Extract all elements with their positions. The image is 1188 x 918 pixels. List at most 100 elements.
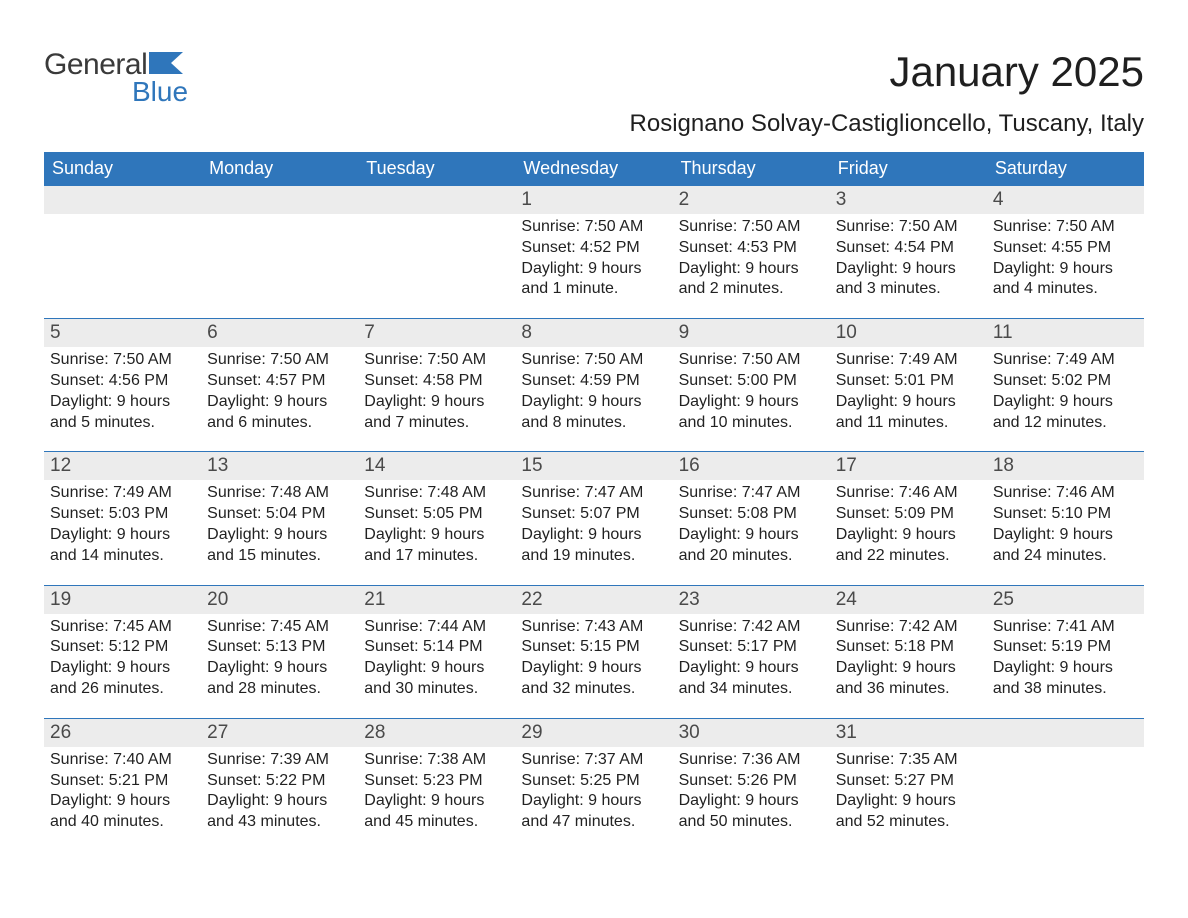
daylight-text: Daylight: 9 hours [364, 525, 509, 546]
day-number: 27 [201, 719, 358, 747]
daylight-text: Daylight: 9 hours [521, 259, 666, 280]
daylight-text: and 22 minutes. [836, 546, 981, 567]
daylight-text: Daylight: 9 hours [836, 392, 981, 413]
header: General Blue January 2025 Rosignano Solv… [44, 48, 1144, 138]
sunrise-text: Sunrise: 7:39 AM [207, 750, 352, 771]
day-cell: Sunrise: 7:50 AMSunset: 4:52 PMDaylight:… [515, 214, 672, 318]
day-number: 21 [358, 586, 515, 614]
daylight-text: and 50 minutes. [679, 812, 824, 833]
day-number: 20 [201, 586, 358, 614]
sunset-text: Sunset: 5:27 PM [836, 771, 981, 792]
daylight-text: and 5 minutes. [50, 413, 195, 434]
sunrise-text: Sunrise: 7:45 AM [207, 617, 352, 638]
day-cell: Sunrise: 7:47 AMSunset: 5:08 PMDaylight:… [673, 480, 830, 584]
sunset-text: Sunset: 4:59 PM [521, 371, 666, 392]
day-cell [44, 214, 201, 318]
sunrise-text: Sunrise: 7:50 AM [679, 217, 824, 238]
day-number: 26 [44, 719, 201, 747]
sunrise-text: Sunrise: 7:50 AM [521, 217, 666, 238]
sunset-text: Sunset: 5:22 PM [207, 771, 352, 792]
sunset-text: Sunset: 5:26 PM [679, 771, 824, 792]
sunrise-text: Sunrise: 7:43 AM [521, 617, 666, 638]
sunrise-text: Sunrise: 7:49 AM [993, 350, 1138, 371]
weekday-label: Wednesday [515, 152, 672, 186]
daylight-text: and 52 minutes. [836, 812, 981, 833]
day-number: 3 [830, 186, 987, 214]
daylight-text: Daylight: 9 hours [679, 658, 824, 679]
day-cell: Sunrise: 7:41 AMSunset: 5:19 PMDaylight:… [987, 614, 1144, 718]
sunrise-text: Sunrise: 7:46 AM [993, 483, 1138, 504]
sunset-text: Sunset: 5:07 PM [521, 504, 666, 525]
sunrise-text: Sunrise: 7:36 AM [679, 750, 824, 771]
daylight-text: Daylight: 9 hours [207, 392, 352, 413]
sunset-text: Sunset: 5:15 PM [521, 637, 666, 658]
day-number: 14 [358, 452, 515, 480]
day-number [201, 186, 358, 214]
day-cell: Sunrise: 7:40 AMSunset: 5:21 PMDaylight:… [44, 747, 201, 851]
daylight-text: and 8 minutes. [521, 413, 666, 434]
daylight-text: Daylight: 9 hours [521, 658, 666, 679]
day-number: 24 [830, 586, 987, 614]
sunrise-text: Sunrise: 7:48 AM [364, 483, 509, 504]
daylight-text: Daylight: 9 hours [364, 392, 509, 413]
day-number: 22 [515, 586, 672, 614]
sunset-text: Sunset: 4:54 PM [836, 238, 981, 259]
sunset-text: Sunset: 5:21 PM [50, 771, 195, 792]
weekday-label: Thursday [673, 152, 830, 186]
sunset-text: Sunset: 5:00 PM [679, 371, 824, 392]
daylight-text: Daylight: 9 hours [50, 392, 195, 413]
day-number: 28 [358, 719, 515, 747]
daylight-text: Daylight: 9 hours [364, 791, 509, 812]
day-number: 1 [515, 186, 672, 214]
day-cell: Sunrise: 7:50 AMSunset: 4:55 PMDaylight:… [987, 214, 1144, 318]
daylight-text: and 17 minutes. [364, 546, 509, 567]
sunrise-text: Sunrise: 7:49 AM [50, 483, 195, 504]
daylight-text: Daylight: 9 hours [364, 658, 509, 679]
title-block: January 2025 Rosignano Solvay-Castiglion… [630, 48, 1144, 138]
day-number: 6 [201, 319, 358, 347]
day-number: 30 [673, 719, 830, 747]
day-cell: Sunrise: 7:42 AMSunset: 5:17 PMDaylight:… [673, 614, 830, 718]
day-number: 19 [44, 586, 201, 614]
day-cell: Sunrise: 7:50 AMSunset: 4:59 PMDaylight:… [515, 347, 672, 451]
weekday-header: Sunday Monday Tuesday Wednesday Thursday… [44, 152, 1144, 186]
sunset-text: Sunset: 5:04 PM [207, 504, 352, 525]
sunset-text: Sunset: 4:52 PM [521, 238, 666, 259]
daylight-text: Daylight: 9 hours [836, 658, 981, 679]
daylight-text: and 2 minutes. [679, 279, 824, 300]
sunrise-text: Sunrise: 7:50 AM [836, 217, 981, 238]
location: Rosignano Solvay-Castiglioncello, Tuscan… [630, 110, 1144, 138]
logo: General Blue [44, 48, 188, 108]
day-cell: Sunrise: 7:50 AMSunset: 4:58 PMDaylight:… [358, 347, 515, 451]
day-cell: Sunrise: 7:36 AMSunset: 5:26 PMDaylight:… [673, 747, 830, 851]
daylight-text: Daylight: 9 hours [521, 791, 666, 812]
daylight-text: and 19 minutes. [521, 546, 666, 567]
sunset-text: Sunset: 4:55 PM [993, 238, 1138, 259]
day-number: 31 [830, 719, 987, 747]
sunset-text: Sunset: 5:13 PM [207, 637, 352, 658]
daylight-text: Daylight: 9 hours [207, 525, 352, 546]
daylight-text: and 45 minutes. [364, 812, 509, 833]
daylight-text: and 38 minutes. [993, 679, 1138, 700]
daylight-text: and 24 minutes. [993, 546, 1138, 567]
day-cell: Sunrise: 7:45 AMSunset: 5:12 PMDaylight:… [44, 614, 201, 718]
sunset-text: Sunset: 5:12 PM [50, 637, 195, 658]
day-cell: Sunrise: 7:50 AMSunset: 4:57 PMDaylight:… [201, 347, 358, 451]
sunrise-text: Sunrise: 7:50 AM [993, 217, 1138, 238]
day-number: 18 [987, 452, 1144, 480]
day-cell: Sunrise: 7:48 AMSunset: 5:04 PMDaylight:… [201, 480, 358, 584]
sunrise-text: Sunrise: 7:50 AM [207, 350, 352, 371]
day-cell: Sunrise: 7:45 AMSunset: 5:13 PMDaylight:… [201, 614, 358, 718]
daylight-text: Daylight: 9 hours [679, 392, 824, 413]
day-cell: Sunrise: 7:42 AMSunset: 5:18 PMDaylight:… [830, 614, 987, 718]
daylight-text: Daylight: 9 hours [521, 525, 666, 546]
calendar-week: 1234Sunrise: 7:50 AMSunset: 4:52 PMDayli… [44, 186, 1144, 318]
daylight-text: and 4 minutes. [993, 279, 1138, 300]
daylight-text: and 12 minutes. [993, 413, 1138, 434]
day-number: 7 [358, 319, 515, 347]
logo-word2: Blue [132, 76, 188, 108]
weekday-label: Sunday [44, 152, 201, 186]
calendar-week: 12131415161718Sunrise: 7:49 AMSunset: 5:… [44, 451, 1144, 584]
daylight-text: Daylight: 9 hours [836, 791, 981, 812]
day-cell: Sunrise: 7:50 AMSunset: 4:53 PMDaylight:… [673, 214, 830, 318]
